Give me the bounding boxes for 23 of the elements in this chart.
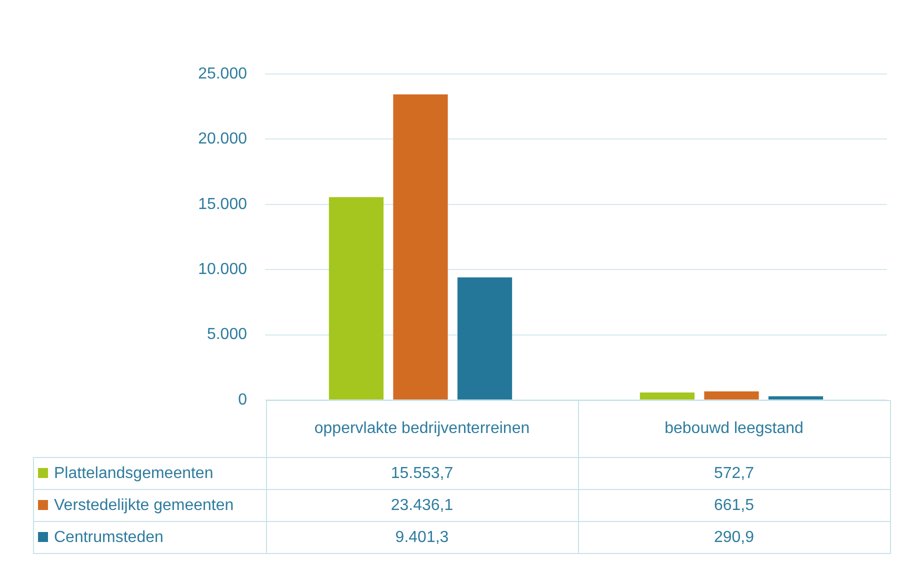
bar (640, 392, 695, 400)
y-tick-label: 15.000 (198, 196, 248, 213)
bar (704, 391, 759, 400)
legend-label: Plattelandsgemeenten (34, 458, 266, 490)
y-tick-label: 10.000 (198, 261, 248, 278)
legend-label: Centrumsteden (34, 522, 266, 554)
data-label: 661,5 (578, 490, 890, 522)
legend-label: Verstedelijkte gemeenten (34, 490, 266, 522)
x-tick-label: oppervlakte bedrijventerreinen (266, 400, 578, 458)
bar (768, 396, 824, 400)
bar (457, 277, 512, 400)
y-tick-label: 25.000 (198, 65, 248, 82)
x-tick-label: bebouwd leegstand (578, 400, 890, 458)
y-tick-label: 20.000 (198, 130, 248, 148)
bar (393, 94, 448, 400)
data-label: 15.553,7 (266, 458, 578, 490)
data-label: 290,9 (578, 522, 890, 554)
y-tick-label: 0 (238, 391, 248, 408)
data-label: 9.401,3 (266, 522, 578, 554)
bar (328, 197, 384, 400)
data-label: 572,7 (578, 458, 890, 490)
y-tick-label: 5.000 (206, 326, 248, 344)
data-label: 23.436,1 (266, 490, 578, 522)
